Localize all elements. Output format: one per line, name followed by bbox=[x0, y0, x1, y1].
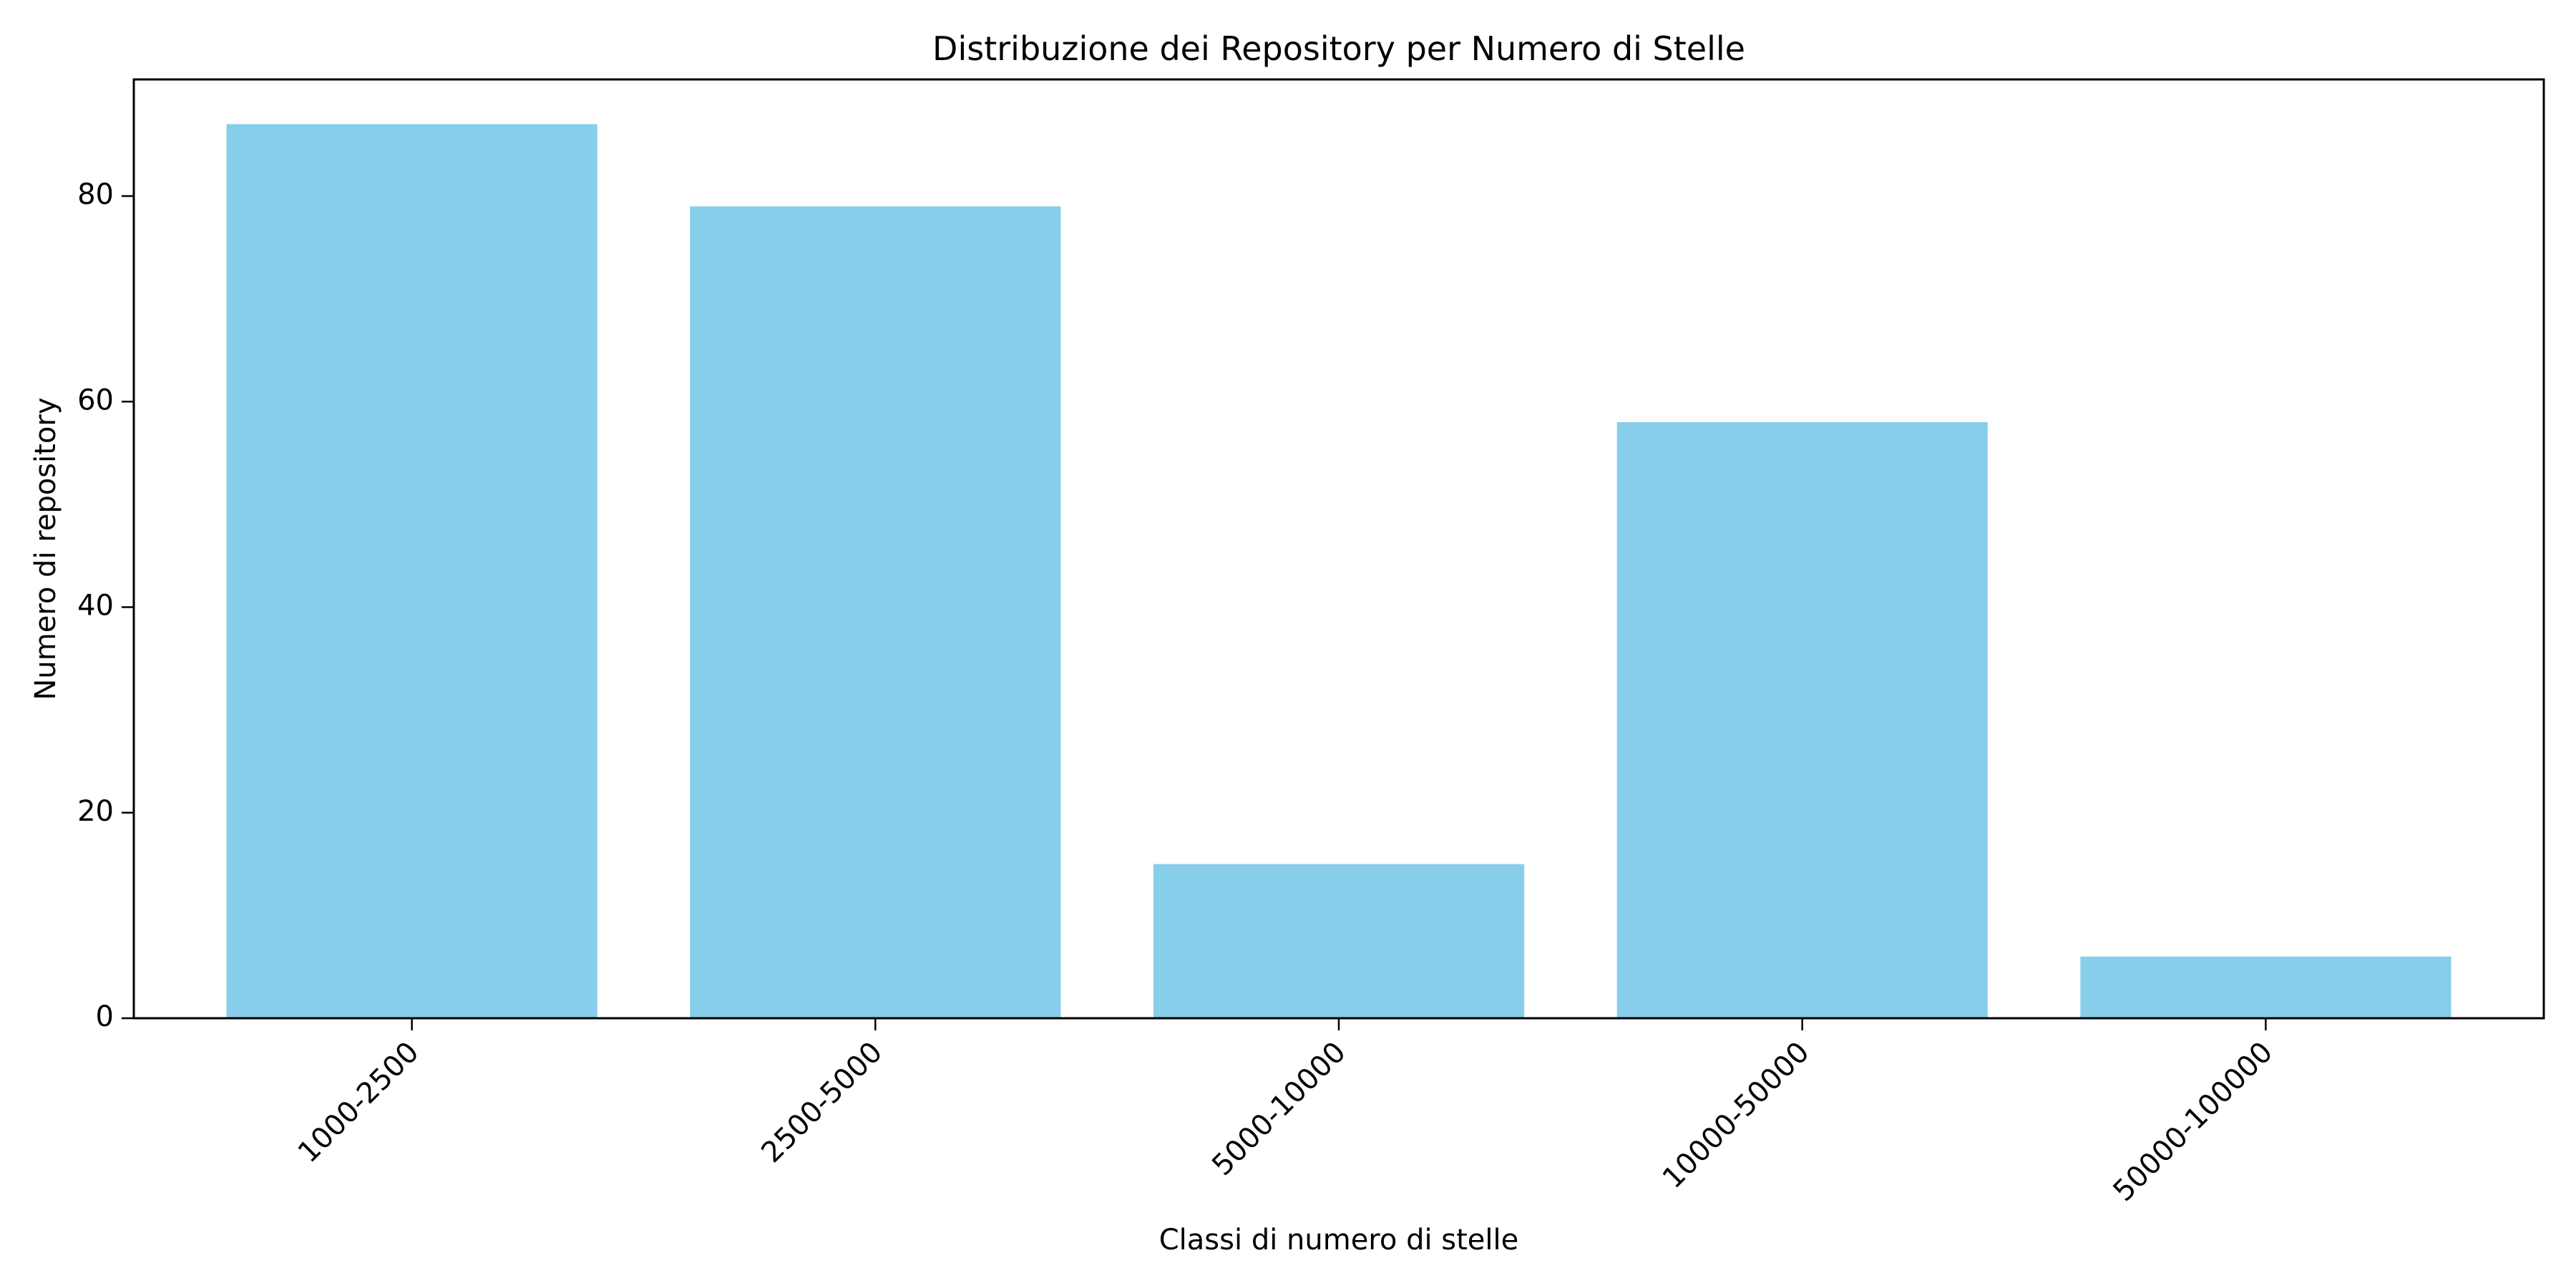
bar-10000-50000 bbox=[1616, 421, 1988, 1018]
bar-1000-2500 bbox=[226, 124, 597, 1018]
chart-title: Distribuzione dei Repository per Numero … bbox=[932, 29, 1745, 68]
y-tick-label: 40 bbox=[77, 590, 114, 623]
y-axis-ticks: 0 20 40 60 80 bbox=[77, 178, 134, 1033]
bar-5000-10000 bbox=[1153, 864, 1525, 1018]
y-tick-label: 80 bbox=[77, 178, 114, 211]
y-tick-label: 60 bbox=[77, 384, 114, 416]
y-tick-label: 20 bbox=[77, 795, 114, 828]
x-axis-label: Classi di numero di stelle bbox=[1159, 1224, 1519, 1257]
bar-2500-5000 bbox=[690, 206, 1061, 1018]
plot-frame bbox=[132, 78, 2545, 1020]
y-tick-label: 0 bbox=[96, 1000, 114, 1033]
bars-group bbox=[226, 124, 2451, 1018]
y-axis-label: Numero di repository bbox=[29, 397, 62, 700]
bar-50000-100000 bbox=[2080, 956, 2451, 1018]
